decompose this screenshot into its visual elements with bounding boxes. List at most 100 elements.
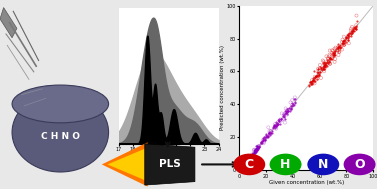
Point xyxy=(345,38,351,41)
Point xyxy=(268,130,274,133)
Point xyxy=(237,168,243,171)
Point xyxy=(244,160,250,163)
Point xyxy=(240,165,246,168)
Point xyxy=(335,46,341,49)
Point xyxy=(267,132,273,135)
Point xyxy=(336,50,342,53)
Point xyxy=(310,76,316,79)
Point xyxy=(313,75,319,78)
Point xyxy=(242,162,248,165)
Point xyxy=(253,149,259,152)
Point xyxy=(247,157,253,160)
Point xyxy=(312,75,318,78)
Point xyxy=(253,147,259,150)
Point xyxy=(268,130,274,133)
Point xyxy=(330,53,336,56)
Point xyxy=(316,73,322,76)
Point xyxy=(240,164,246,167)
Point xyxy=(285,109,291,112)
Point xyxy=(252,149,258,152)
Point xyxy=(251,150,257,153)
Point xyxy=(245,158,251,161)
Point xyxy=(258,140,264,143)
Point xyxy=(285,108,291,111)
Point xyxy=(340,43,346,46)
Point xyxy=(238,167,244,170)
Point xyxy=(281,114,287,117)
Polygon shape xyxy=(102,142,148,187)
Point xyxy=(247,156,253,159)
Point xyxy=(306,85,312,88)
Point xyxy=(322,65,328,68)
Point xyxy=(337,47,343,50)
Point xyxy=(248,155,254,158)
Point xyxy=(326,60,332,63)
Point xyxy=(343,36,349,39)
Point xyxy=(276,119,282,122)
Point xyxy=(237,168,243,171)
Point xyxy=(242,161,248,164)
Point xyxy=(244,159,250,162)
Point xyxy=(267,129,273,132)
Point xyxy=(256,145,262,148)
Point xyxy=(316,73,322,76)
Point xyxy=(242,163,248,166)
Point xyxy=(249,154,255,157)
Point xyxy=(329,57,335,60)
Point xyxy=(308,82,314,85)
Point xyxy=(239,166,245,169)
Point xyxy=(241,162,247,165)
Point xyxy=(284,113,290,116)
Point xyxy=(241,163,247,166)
Point xyxy=(239,166,245,169)
Point xyxy=(307,81,313,84)
Point xyxy=(348,29,354,32)
Point xyxy=(288,105,294,108)
Point xyxy=(247,155,253,158)
Point xyxy=(288,101,294,104)
Point xyxy=(337,43,343,46)
Point xyxy=(252,149,258,152)
Ellipse shape xyxy=(270,154,302,175)
Point xyxy=(338,45,344,48)
Point xyxy=(321,64,327,67)
Point xyxy=(351,25,357,28)
Point xyxy=(243,160,249,163)
Point xyxy=(237,169,243,172)
Point xyxy=(255,146,261,149)
Point xyxy=(339,42,345,45)
Point xyxy=(329,49,335,52)
Point xyxy=(251,151,257,154)
Point xyxy=(242,162,248,165)
Point xyxy=(331,52,337,55)
Point xyxy=(326,61,332,64)
Point xyxy=(277,118,284,121)
Point xyxy=(350,30,356,33)
Point xyxy=(244,160,250,163)
Point xyxy=(332,50,338,53)
Point xyxy=(253,149,259,152)
Point xyxy=(284,113,290,116)
Point xyxy=(349,25,355,28)
Point xyxy=(354,14,360,17)
Point xyxy=(334,46,340,50)
Point xyxy=(265,135,271,138)
Point xyxy=(331,52,337,55)
Point xyxy=(265,134,271,137)
Point xyxy=(266,131,272,134)
Point xyxy=(348,27,354,30)
Point xyxy=(262,136,268,139)
Point xyxy=(326,57,333,60)
Y-axis label: Predicted concentration (wt.%): Predicted concentration (wt.%) xyxy=(220,45,225,130)
Point xyxy=(265,135,271,138)
Point xyxy=(311,78,317,81)
Point xyxy=(346,31,352,34)
Point xyxy=(260,136,266,139)
Point xyxy=(354,19,360,22)
Point xyxy=(341,39,347,42)
Point xyxy=(252,150,258,153)
Point xyxy=(237,168,243,171)
Point xyxy=(242,162,248,165)
Point xyxy=(341,41,347,44)
Point xyxy=(326,57,333,60)
